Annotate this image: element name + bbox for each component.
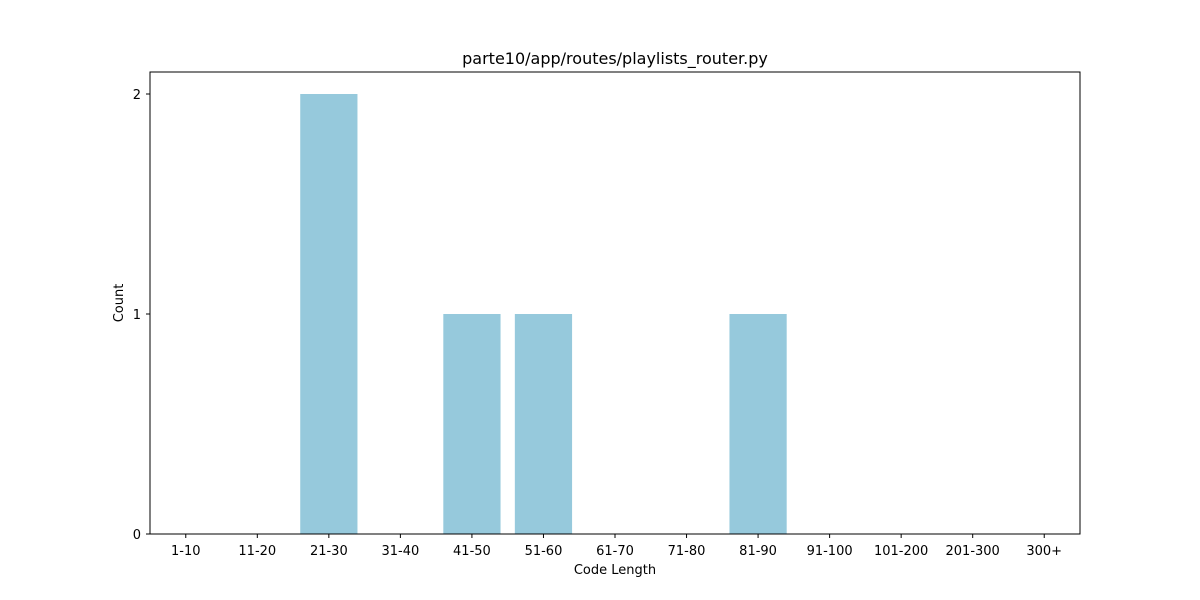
y-axis-ticks: 0 1 2	[133, 88, 150, 543]
x-tick-label: 71-80	[668, 544, 706, 559]
x-tick-label: 31-40	[381, 544, 419, 559]
bar-51-60	[514, 314, 573, 534]
x-tick-label: 91-100	[807, 544, 853, 559]
y-tick-label: 0	[133, 528, 141, 543]
x-tick-label: 101-200	[874, 544, 928, 559]
bar-41-50	[443, 314, 501, 534]
x-tick-label: 51-60	[525, 544, 563, 559]
x-tick-label: 61-70	[596, 544, 634, 559]
bar-21-30	[300, 94, 358, 534]
chart-title: parte10/app/routes/playlists_router.py	[462, 49, 768, 69]
y-tick-label: 2	[133, 88, 141, 103]
x-tick-label: 1-10	[171, 544, 201, 559]
x-tick-label: 41-50	[453, 544, 491, 559]
x-axis-ticks: 1-10 11-20 21-30 31-40 41-50 51-60 61-70 71-80 8…	[171, 534, 1062, 559]
x-tick-label: 81-90	[739, 544, 777, 559]
x-tick-label: 21-30	[310, 544, 348, 559]
x-tick-label: 300+	[1026, 544, 1062, 559]
y-tick-label: 1	[133, 308, 141, 323]
x-axis-label: Code Length	[574, 563, 656, 578]
y-axis-label: Count	[112, 284, 127, 323]
x-tick-label: 201-300	[946, 544, 1000, 559]
bar-81-90	[729, 314, 787, 534]
x-tick-label: 11-20	[238, 544, 276, 559]
bars-group	[300, 94, 787, 534]
